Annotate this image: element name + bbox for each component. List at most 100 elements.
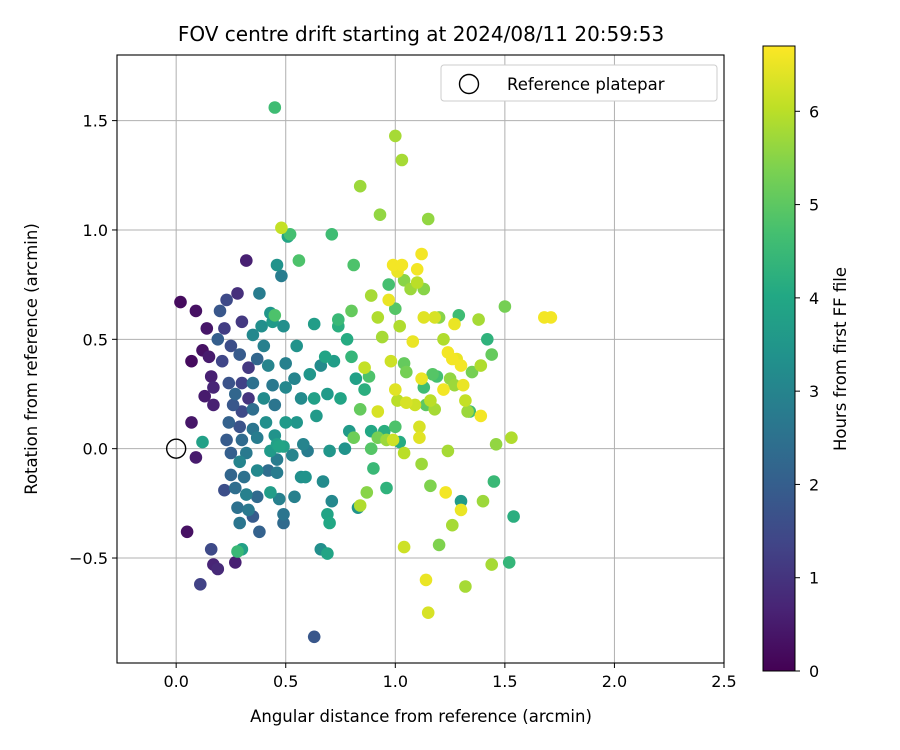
scatter-point [340, 333, 354, 346]
scatter-point [316, 475, 330, 488]
scatter-point [389, 383, 402, 396]
scatter-point [421, 606, 435, 619]
scatter-point [264, 486, 277, 499]
scatter-point [213, 304, 227, 318]
x-tick-label: 2.0 [602, 672, 627, 691]
y-axis-ticks: −0.5 0.0 0.5 1.0 1.5 [69, 112, 117, 568]
scatter-point [194, 578, 207, 591]
scatter-point [272, 492, 286, 506]
y-tick-label: 0.5 [83, 330, 108, 349]
colorbar: 0 1 2 3 4 5 6 Hours from first FF file [762, 45, 850, 681]
scatter-point [231, 545, 244, 558]
scatter-point [189, 304, 203, 318]
scatter-point [426, 368, 439, 381]
scatter-point [218, 322, 231, 335]
scatter-point [279, 416, 293, 429]
scatter-point [393, 319, 407, 333]
scatter-point [242, 503, 255, 517]
scatter-point [246, 376, 260, 390]
scatter-point [231, 287, 244, 300]
scatter-point [375, 330, 389, 344]
scatter-point [347, 258, 361, 272]
scatter-point [294, 392, 308, 405]
scatter-point [413, 431, 426, 445]
scatter-point [459, 580, 472, 593]
scatter-point [410, 263, 424, 276]
scatter-point [204, 370, 218, 383]
colorbar-label: Hours from first FF file [831, 267, 850, 451]
scatter-point [204, 543, 218, 556]
scatter-point [415, 372, 428, 386]
plot-frame [116, 54, 725, 664]
scatter-point [292, 254, 306, 267]
scatter-point [441, 444, 455, 458]
scatter-points [174, 101, 558, 644]
scatter-point [250, 352, 264, 366]
scatter-point [211, 562, 225, 576]
scatter-point [196, 435, 209, 449]
scatter-point [268, 309, 282, 322]
scatter-point [242, 392, 255, 405]
scatter-point [240, 488, 253, 501]
scatter-point [185, 416, 198, 429]
scatter-point [415, 457, 428, 471]
scatter-point [259, 416, 273, 429]
scatter-point [395, 153, 409, 167]
scatter-point [437, 383, 450, 396]
x-tick-label: 1.5 [492, 672, 517, 691]
scatter-point [489, 438, 503, 451]
scatter-point [446, 518, 459, 532]
scatter-point [307, 392, 321, 405]
scatter-point [481, 333, 494, 346]
scatter-point [268, 101, 282, 114]
scatter-point [417, 311, 431, 324]
scatter-point [235, 315, 249, 329]
scatter-point [246, 403, 260, 416]
scatter-point [268, 398, 282, 412]
scatter-point [397, 274, 411, 287]
scatter-point [428, 311, 442, 324]
scatter-point [233, 420, 246, 434]
scatter-point [257, 392, 271, 405]
scatter-point [461, 405, 474, 418]
scatter-point [226, 398, 240, 412]
scatter-point [299, 470, 312, 484]
scatter-point [389, 129, 402, 143]
scatter-point [389, 420, 402, 434]
scatter-point [323, 516, 336, 530]
scatter-point [395, 258, 409, 272]
y-tick-label: 0.0 [83, 440, 108, 459]
scatter-point [310, 409, 323, 423]
scatter-point [437, 333, 450, 346]
chart-title: FOV centre drift starting at 2024/08/11 … [178, 22, 664, 46]
scatter-point [185, 354, 198, 368]
scatter-point [454, 359, 468, 372]
scatter-point [360, 486, 374, 499]
scatter-point [253, 287, 266, 300]
scatter-point [332, 313, 345, 326]
scatter-point [364, 289, 378, 302]
scatter-point [485, 348, 499, 361]
colorbar-ticks: 0 1 2 3 4 5 6 [795, 102, 819, 681]
scatter-point [288, 372, 301, 386]
colorbar-tick-label: 4 [809, 289, 819, 308]
scatter-point [277, 508, 290, 521]
scatter-point [334, 392, 347, 405]
scatter-point [218, 483, 231, 497]
scatter-point [207, 398, 220, 412]
reference-platepar-marker [165, 438, 187, 459]
scatter-point [321, 547, 334, 560]
x-axis-ticks: 0.0 0.5 1.0 1.5 2.0 2.5 [163, 663, 737, 691]
scatter-point [544, 311, 558, 324]
scatter-point [421, 212, 435, 226]
scatter-point [237, 470, 251, 484]
scatter-point [400, 396, 413, 410]
legend: Reference platepar [440, 64, 718, 102]
scatter-point [202, 350, 216, 364]
scatter-point [229, 481, 242, 495]
colorbar-tick-label: 3 [809, 382, 819, 401]
scatter-point [198, 389, 211, 403]
scatter-point [290, 416, 304, 429]
scatter-point [419, 573, 433, 587]
scatter-point [257, 339, 271, 353]
